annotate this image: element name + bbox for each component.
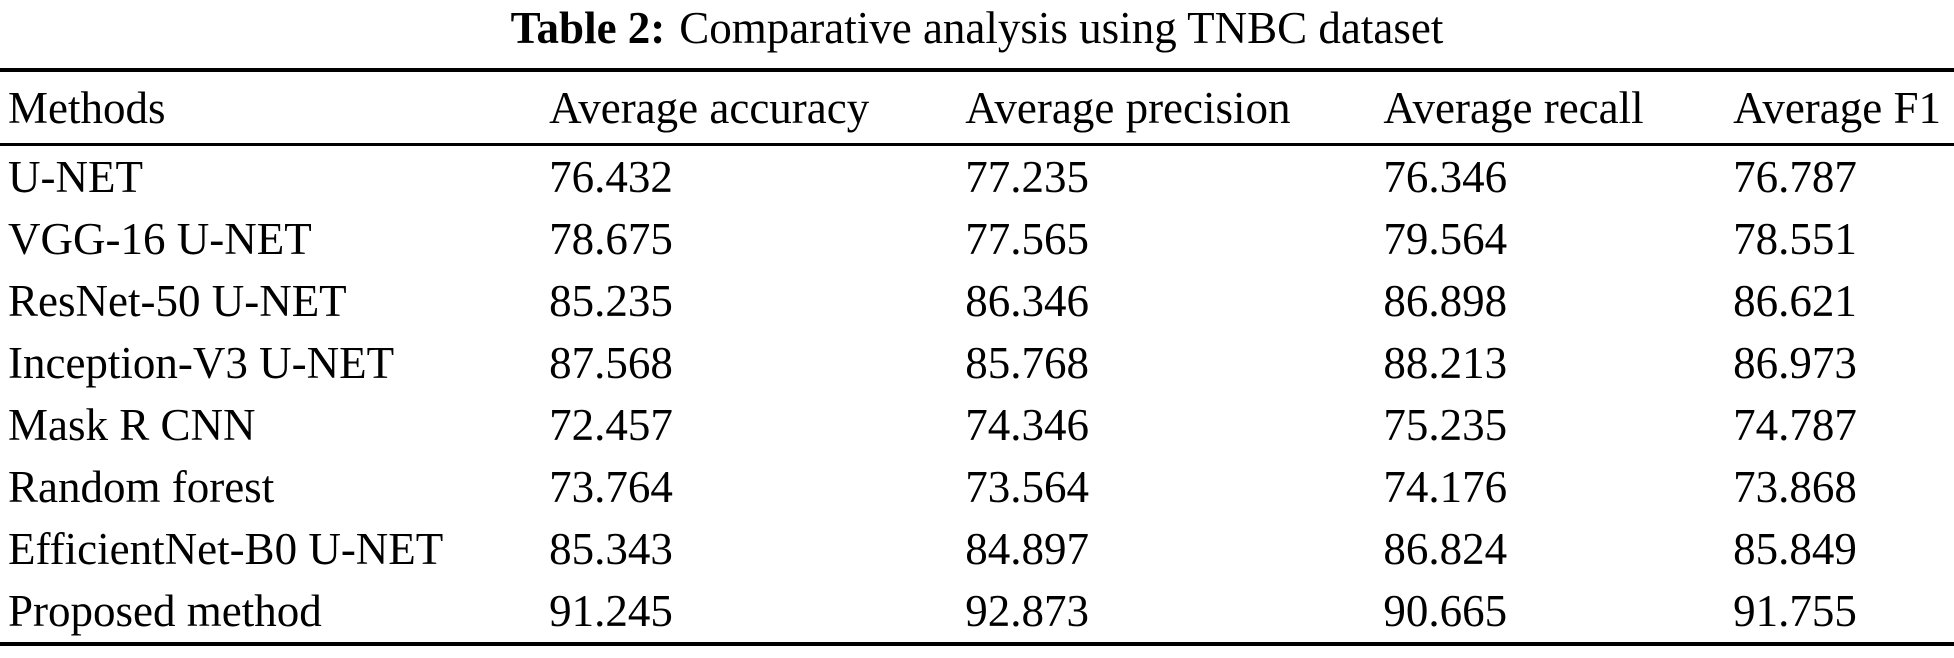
column-header-precision: Average precision — [965, 70, 1384, 146]
precision-cell: 92.873 — [965, 586, 1089, 636]
column-header-f1: Average F1 — [1733, 70, 1954, 146]
table-caption-label: Table 2: — [510, 3, 666, 53]
column-header-methods: Methods — [0, 70, 550, 146]
precision-cell: 85.768 — [965, 338, 1089, 388]
recall-cell: 88.213 — [1383, 338, 1508, 388]
column-header-accuracy: Average accuracy — [549, 70, 966, 146]
recall-cell: 79.564 — [1383, 214, 1508, 264]
accuracy-cell: 85.235 — [549, 276, 673, 326]
table-row: Random forest 73.764 73.564 74.176 73.86… — [0, 456, 1954, 518]
precision-cell: 77.565 — [965, 214, 1089, 264]
header-row: Methods Average accuracy Average precisi… — [0, 70, 1954, 146]
method-cell: Mask R CNN — [8, 400, 256, 450]
recall-cell: 75.235 — [1383, 400, 1508, 450]
recall-cell: 74.176 — [1383, 462, 1508, 512]
method-cell: Inception-V3 U-NET — [8, 338, 395, 388]
method-cell: Random forest — [8, 462, 275, 512]
f1-cell: 86.973 — [1733, 338, 1857, 388]
f1-cell: 86.621 — [1733, 276, 1857, 326]
table-caption-text: Comparative analysis using TNBC dataset — [679, 3, 1444, 53]
table-row: Mask R CNN 72.457 74.346 75.235 74.787 — [0, 394, 1954, 456]
method-cell: U-NET — [8, 152, 143, 202]
precision-cell: 77.235 — [965, 152, 1089, 202]
table-header: Methods Average accuracy Average precisi… — [0, 70, 1954, 146]
f1-cell: 74.787 — [1733, 400, 1857, 450]
method-cell: EfficientNet-B0 U-NET — [8, 524, 444, 574]
precision-cell: 86.346 — [965, 276, 1089, 326]
recall-cell: 86.898 — [1383, 276, 1508, 326]
accuracy-cell: 85.343 — [549, 524, 673, 574]
f1-cell: 85.849 — [1733, 524, 1857, 574]
table-caption: Table 2: Comparative analysis using TNBC … — [0, 0, 1954, 56]
accuracy-cell: 72.457 — [549, 400, 673, 450]
table-row: VGG-16 U-NET 78.675 77.565 79.564 78.551 — [0, 208, 1954, 270]
precision-cell: 84.897 — [965, 524, 1089, 574]
table-row: Inception-V3 U-NET 87.568 85.768 88.213 … — [0, 332, 1954, 394]
accuracy-cell: 76.432 — [549, 152, 673, 202]
method-cell: ResNet-50 U-NET — [8, 276, 347, 326]
method-cell: Proposed method — [8, 586, 322, 636]
accuracy-cell: 87.568 — [549, 338, 673, 388]
accuracy-cell: 91.245 — [549, 586, 673, 636]
table-body: U-NET 76.432 77.235 76.346 76.787 VGG-16… — [0, 145, 1954, 645]
accuracy-cell: 73.764 — [549, 462, 673, 512]
method-cell: VGG-16 U-NET — [8, 214, 312, 264]
table-row: ResNet-50 U-NET 85.235 86.346 86.898 86.… — [0, 270, 1954, 332]
precision-cell: 74.346 — [965, 400, 1089, 450]
recall-cell: 90.665 — [1383, 586, 1508, 636]
accuracy-cell: 78.675 — [549, 214, 673, 264]
table-row: Proposed method 91.245 92.873 90.665 91.… — [0, 580, 1954, 644]
f1-cell: 78.551 — [1733, 214, 1857, 264]
column-header-recall: Average recall — [1383, 70, 1734, 146]
table-row: U-NET 76.432 77.235 76.346 76.787 — [0, 145, 1954, 209]
recall-cell: 76.346 — [1383, 152, 1508, 202]
f1-cell: 91.755 — [1733, 586, 1857, 636]
precision-cell: 73.564 — [965, 462, 1089, 512]
comparative-analysis-table: Methods Average accuracy Average precisi… — [0, 68, 1954, 646]
f1-cell: 76.787 — [1733, 152, 1857, 202]
f1-cell: 73.868 — [1733, 462, 1857, 512]
recall-cell: 86.824 — [1383, 524, 1508, 574]
table-row: EfficientNet-B0 U-NET 85.343 84.897 86.8… — [0, 518, 1954, 580]
